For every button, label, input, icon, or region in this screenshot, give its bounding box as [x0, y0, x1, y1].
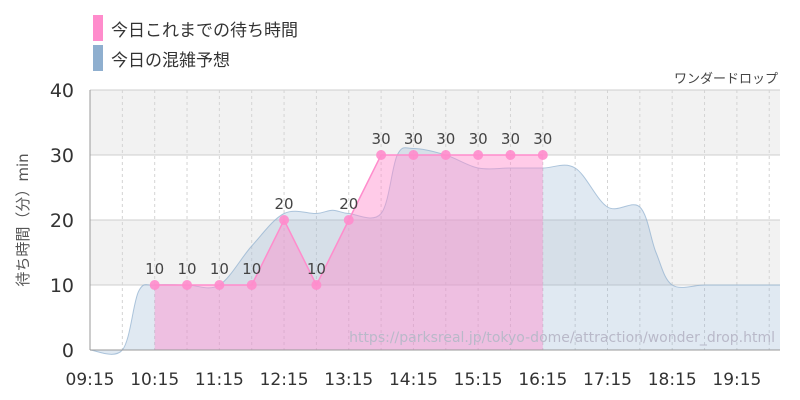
x-tick-label: 09:15 [66, 370, 115, 390]
actual-point [246, 280, 257, 290]
y-tick-label: 20 [50, 210, 74, 232]
actual-point [311, 280, 322, 290]
legend-label-actual: 今日これまでの待ち時間 [111, 20, 298, 41]
actual-area [154, 155, 543, 350]
actual-point-label: 10 [177, 260, 196, 278]
actual-point [505, 150, 516, 160]
legend-item-forecast: 今日の混雑予想 [93, 44, 298, 72]
legend-label-forecast: 今日の混雑予想 [111, 50, 230, 71]
actual-point [440, 150, 451, 160]
grid-band [90, 155, 780, 220]
actual-point [182, 280, 193, 290]
x-tick-label: 18:15 [648, 370, 697, 390]
x-tick-label: 12:15 [260, 370, 309, 390]
x-tick-label: 14:15 [389, 370, 438, 390]
actual-point-label: 10 [145, 260, 164, 278]
x-tick-label: 13:15 [324, 370, 373, 390]
actual-point-label: 10 [210, 260, 229, 278]
actual-point-label: 30 [533, 130, 552, 148]
x-tick-label: 15:15 [454, 370, 503, 390]
forecast-area [90, 147, 780, 355]
grid-band [90, 285, 780, 350]
source-url: https://parksreal.jp/tokyo-dome/attracti… [349, 330, 775, 346]
legend-item-actual: 今日これまでの待ち時間 [93, 14, 298, 42]
actual-point-label: 30 [469, 130, 488, 148]
actual-point [279, 215, 290, 225]
legend-swatch-forecast [93, 45, 103, 71]
legend: 今日これまでの待ち時間 今日の混雑予想 [93, 14, 298, 74]
actual-point-label: 30 [372, 130, 391, 148]
actual-point-label: 20 [339, 195, 358, 213]
actual-point [149, 280, 160, 290]
actual-point-label: 30 [501, 130, 520, 148]
y-tick-label: 10 [50, 275, 74, 297]
actual-point-label: 30 [436, 130, 455, 148]
y-tick-label: 40 [50, 80, 74, 102]
attraction-name: ワンダードロップ [673, 72, 778, 87]
grid-band [90, 90, 780, 155]
x-tick-label: 19:15 [712, 370, 761, 390]
actual-point-label: 10 [242, 260, 261, 278]
actual-point-label: 20 [275, 195, 294, 213]
actual-point-label: 30 [404, 130, 423, 148]
legend-swatch-actual [93, 15, 103, 41]
actual-point [214, 280, 225, 290]
grid-band [90, 220, 780, 285]
actual-point [408, 150, 419, 160]
x-tick-label: 10:15 [130, 370, 179, 390]
actual-point [473, 150, 484, 160]
y-tick-label: 0 [62, 340, 74, 362]
y-tick-label: 30 [50, 145, 74, 167]
x-tick-label: 17:15 [583, 370, 632, 390]
actual-point [376, 150, 387, 160]
x-tick-label: 16:15 [518, 370, 567, 390]
actual-point-label: 10 [307, 260, 326, 278]
x-tick-label: 11:15 [195, 370, 244, 390]
y-axis-title: 待ち時間（分）min [14, 153, 32, 286]
actual-point [537, 150, 548, 160]
actual-point [343, 215, 354, 225]
